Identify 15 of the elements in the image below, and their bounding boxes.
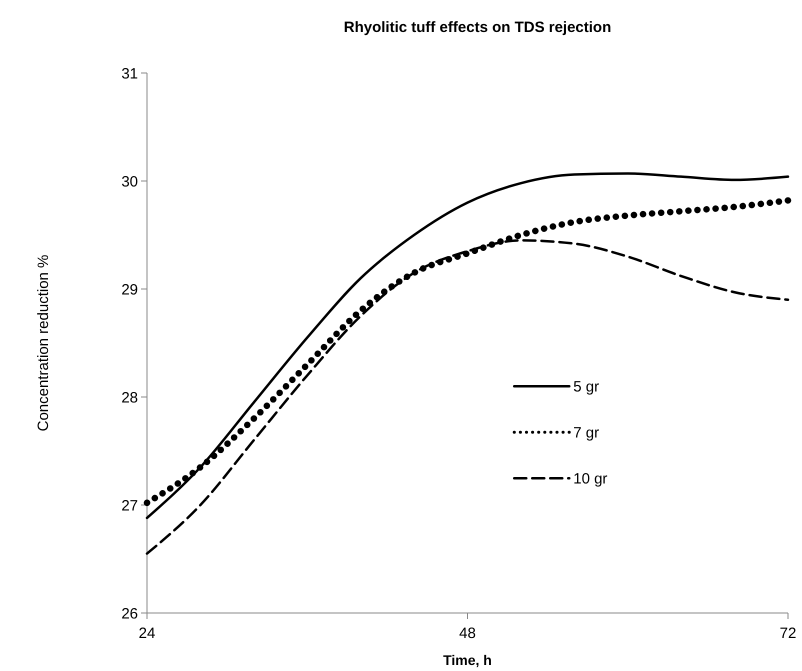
chart-title: Rhyolitic tuff effects on TDS rejection	[344, 19, 612, 36]
x-tick-label: 24	[138, 625, 156, 642]
legend-label: 10 gr	[573, 470, 608, 488]
legend-label: 5 gr	[573, 378, 600, 396]
x-axis-title: Time, h	[443, 652, 492, 668]
y-tick-label: 29	[121, 281, 138, 298]
legend-label: 7 gr	[573, 424, 600, 442]
y-tick-label: 31	[121, 65, 138, 82]
y-axis-title: Concentration reduction %	[35, 254, 52, 432]
y-tick-label: 26	[121, 605, 138, 622]
y-tick-label: 30	[121, 173, 138, 190]
x-tick-label: 48	[459, 625, 476, 642]
x-tick-label: 72	[780, 625, 796, 642]
y-tick-label: 27	[121, 497, 138, 514]
y-tick-label: 28	[121, 389, 138, 406]
